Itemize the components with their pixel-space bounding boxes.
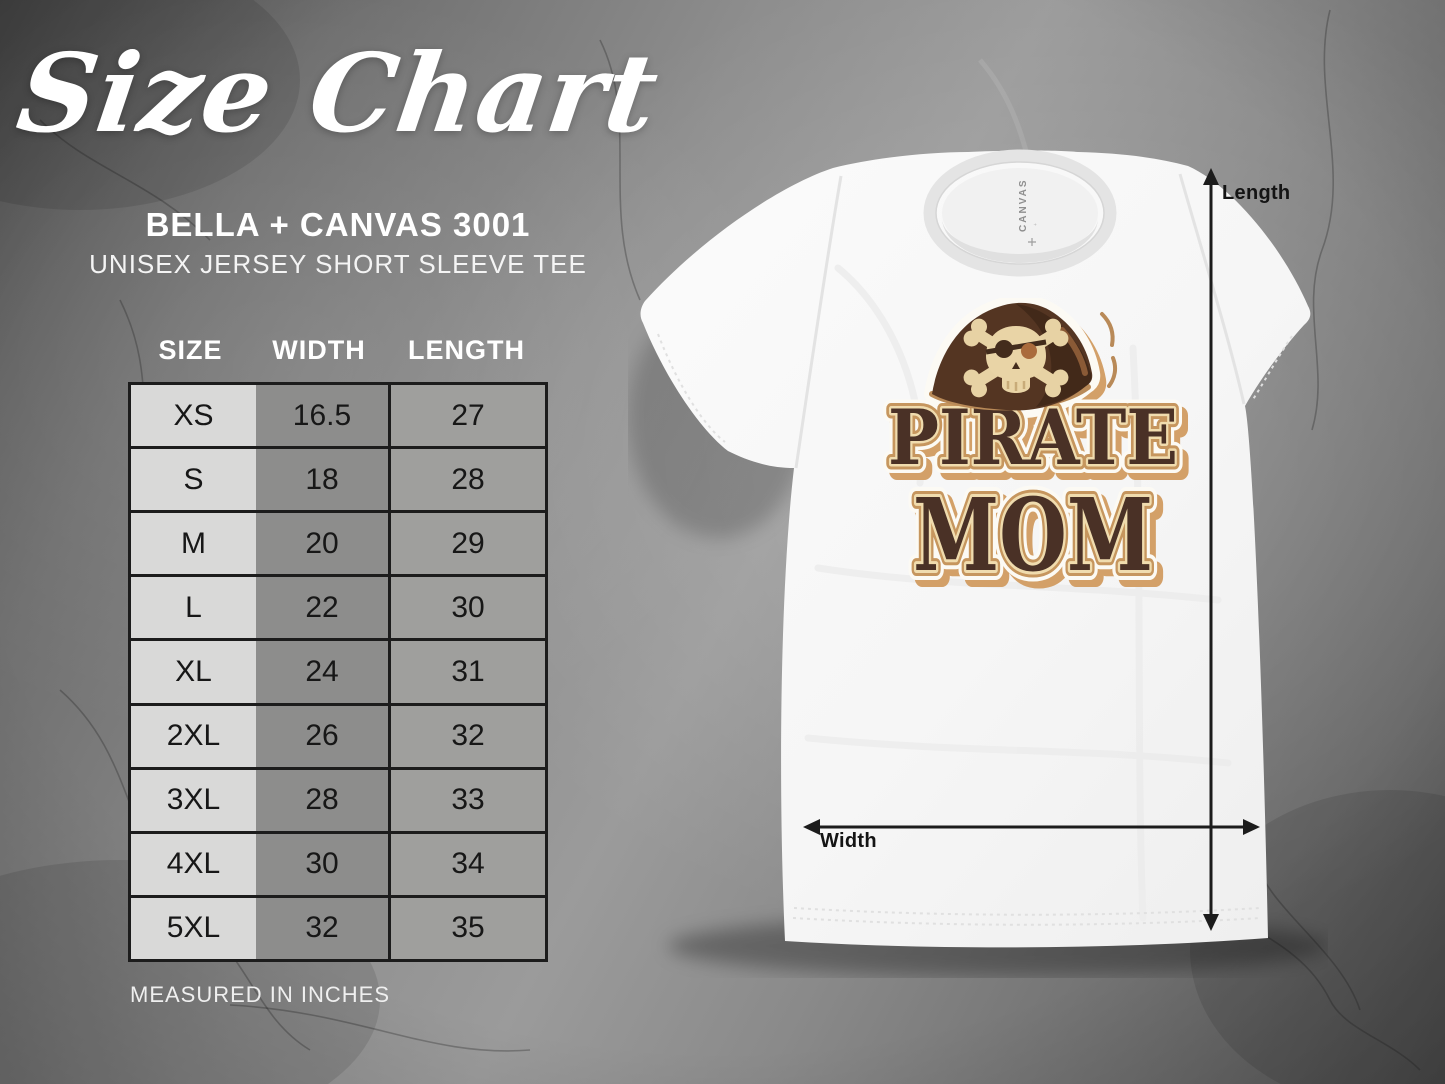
- length-cell: 29: [388, 513, 545, 575]
- length-cell: 31: [388, 641, 545, 703]
- collar-inner-shadow: [942, 218, 1098, 263]
- length-cell: 33: [388, 769, 545, 831]
- table-row: L 22 30: [131, 577, 545, 639]
- svg-text:MOM: MOM: [913, 476, 1153, 594]
- length-dimension-label: Length: [1222, 182, 1291, 204]
- width-cell: 24: [256, 641, 388, 703]
- table-row: 2XL 26 32: [131, 705, 545, 767]
- width-cell: 28: [256, 769, 388, 831]
- size-table-header: SIZE WIDTH LENGTH: [128, 330, 548, 370]
- length-cell: 35: [388, 897, 545, 959]
- length-cell: 27: [388, 385, 545, 447]
- table-row: XL 24 31: [131, 641, 545, 703]
- tshirt-mockup: CANVAS +: [628, 149, 1328, 976]
- svg-text:MOM: MOM: [913, 476, 1153, 594]
- table-row: 5XL 32 35: [131, 897, 545, 959]
- size-table: XS 16.5 27 S 18 28 M 20 29 L 22 30 XL 24…: [128, 382, 548, 962]
- table-row: S 18 28: [131, 449, 545, 511]
- col-header-width: WIDTH: [272, 334, 366, 365]
- width-cell: 20: [256, 513, 388, 575]
- size-cell: L: [131, 577, 256, 639]
- neck-label-text: CANVAS: [1018, 179, 1029, 232]
- page-title: Size Chart: [10, 31, 666, 157]
- neck-label: CANVAS +: [1018, 179, 1039, 246]
- width-cell: 26: [256, 705, 388, 767]
- width-cell: 32: [256, 897, 388, 959]
- length-cell: 32: [388, 705, 545, 767]
- col-header-size: SIZE: [158, 334, 223, 365]
- size-cell: M: [131, 513, 256, 575]
- width-cell: 30: [256, 833, 388, 895]
- length-cell: 28: [388, 449, 545, 511]
- pirate-mom-design: PIRATE MOM PIRATE MOM PIRATE MOM PIRATE …: [879, 298, 1193, 598]
- svg-text:+: +: [1033, 222, 1039, 226]
- table-row: M 20 29: [131, 513, 545, 575]
- collar-band: [923, 149, 1117, 277]
- size-cell: 4XL: [131, 833, 256, 895]
- table-row: 3XL 28 33: [131, 769, 545, 831]
- width-cell: 16.5: [256, 385, 388, 447]
- collar-inner: [942, 168, 1098, 258]
- col-header-length: LENGTH: [408, 334, 525, 365]
- table-row: XS 16.5 27: [131, 385, 545, 447]
- size-cell: 5XL: [131, 897, 256, 959]
- svg-text:MOM: MOM: [919, 483, 1159, 598]
- units-footnote: MEASURED IN INCHES: [130, 982, 391, 1007]
- table-row: 4XL 30 34: [131, 833, 545, 895]
- pirate-hat-icon: [929, 302, 1118, 411]
- size-cell: S: [131, 449, 256, 511]
- length-cell: 30: [388, 577, 545, 639]
- size-cell: XS: [131, 385, 256, 447]
- width-cell: 22: [256, 577, 388, 639]
- product-name: UNISEX JERSEY SHORT SLEEVE TEE: [89, 249, 587, 279]
- size-cell: 3XL: [131, 769, 256, 831]
- size-cell: XL: [131, 641, 256, 703]
- brand-name: BELLA + CANVAS 3001: [145, 206, 531, 243]
- width-cell: 18: [256, 449, 388, 511]
- size-cell: 2XL: [131, 705, 256, 767]
- skull-icon: [985, 326, 1047, 393]
- length-cell: 34: [388, 833, 545, 895]
- width-dimension-label: Width: [820, 830, 877, 852]
- svg-text:MOM: MOM: [913, 476, 1153, 594]
